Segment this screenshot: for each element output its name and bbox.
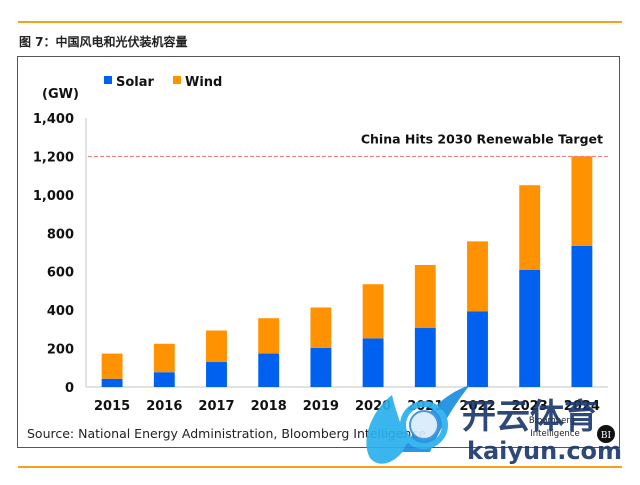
bar-wind-2020 [362, 284, 384, 339]
x-tick-label: 2022 [459, 399, 495, 414]
bar-solar-2016 [153, 372, 175, 387]
bar-solar-2017 [206, 362, 227, 387]
x-tick-label: 2016 [146, 399, 182, 414]
bar-solar-2024 [571, 245, 593, 387]
x-tick-label: 2023 [512, 399, 548, 414]
y-axis-ticks: 0 200 400 600 800 1,000 1,200 1,400 [33, 112, 74, 396]
bar-wind-2021 [414, 264, 436, 329]
bloomberg-intelligence-logo: Bloomberg Intelligence BI [529, 416, 615, 443]
x-tick-label: 2019 [303, 399, 339, 414]
y-tick-label: 800 [47, 227, 74, 242]
target-annotation: China Hits 2030 Renewable Target [361, 131, 603, 146]
y-tick-label: 200 [47, 343, 74, 358]
bar-solar-2015 [101, 378, 123, 387]
watermark-ball-icon [409, 410, 439, 440]
bar-solar-2019 [310, 347, 332, 387]
bar-wind-2022 [467, 241, 488, 312]
watermark-k-icon [366, 395, 408, 464]
bar-wind-2015 [101, 353, 123, 379]
bar-solar-2023 [519, 269, 541, 387]
x-axis-ticks: 2015 2016 2017 2018 2019 2020 2021 2022 2023 2024 [94, 399, 600, 414]
legend-swatch-wind [173, 76, 181, 84]
bar-solar-2020 [362, 338, 384, 387]
bar-solar-2022 [467, 311, 488, 387]
bi-logo-line2: Intelligence [530, 429, 579, 439]
x-tick-label: 2024 [564, 399, 600, 414]
y-tick-label: 1,200 [33, 150, 74, 165]
x-tick-label: 2017 [198, 399, 234, 414]
legend-label-wind: Wind [185, 75, 222, 90]
source-note: Source: National Energy Administration, … [27, 426, 426, 441]
bottom-rule [18, 466, 622, 468]
bar-wind-2018 [258, 318, 280, 354]
y-tick-label: 400 [47, 304, 74, 319]
y-tick-label: 0 [65, 381, 74, 396]
bi-logo-line1: Bloomberg [529, 416, 575, 426]
legend-swatch-solar [104, 76, 112, 84]
bar-wind-2017 [206, 330, 227, 363]
y-tick-label: 1,400 [33, 112, 74, 127]
x-tick-label: 2018 [251, 399, 287, 414]
bar-wind-2023 [519, 185, 541, 270]
bar-wind-2024 [571, 156, 593, 246]
bar-wind-2016 [153, 343, 175, 373]
figure-title: 图 7：中国风电和光伏装机容量 [19, 35, 188, 49]
watermark-ring-icon [400, 401, 448, 449]
watermark: 开云体育 kaiyun.com [366, 385, 622, 465]
bar-wind-2019 [310, 307, 332, 348]
legend: Solar Wind [104, 75, 222, 90]
chart-frame [17, 56, 620, 448]
x-tick-label: 2015 [94, 399, 130, 414]
bi-badge-icon [597, 425, 615, 443]
watermark-en-text: kaiyun.com [467, 437, 622, 465]
top-rule [18, 21, 622, 23]
bar-solar-2018 [258, 353, 280, 387]
bi-badge-text: BI [601, 431, 612, 441]
bars [101, 156, 593, 387]
legend-label-solar: Solar [116, 75, 155, 90]
bar-solar-2021 [414, 328, 436, 387]
watermark-cn-text: 开云体育 [462, 397, 598, 437]
y-tick-label: 600 [47, 266, 74, 281]
y-tick-label: 1,000 [33, 189, 74, 204]
y-axis-label: (GW) [42, 87, 79, 102]
